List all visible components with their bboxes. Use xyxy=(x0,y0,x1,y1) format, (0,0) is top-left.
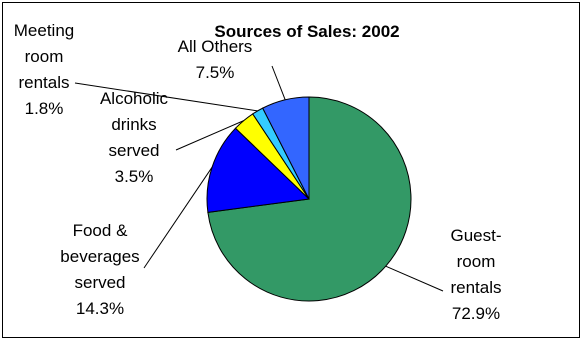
chart-title: Sources of Sales: 2002 xyxy=(214,22,399,41)
slice-labels: Guest-room rentals 72.9% Food & beverages ser… xyxy=(14,21,502,323)
label-all-others: All Others 7.5% xyxy=(178,37,253,82)
label-alcoholic-drinks: Alcoholic drinks served 3.5% xyxy=(100,89,169,186)
slice-food-beverages xyxy=(206,127,311,213)
pie-slices xyxy=(206,96,412,302)
leader-food-beverages xyxy=(143,166,213,269)
label-food-beverages: Food & beverages served 14.3% xyxy=(60,221,139,318)
leader-lines xyxy=(74,65,444,292)
leader-guest-room-rentals xyxy=(385,265,444,292)
leader-alcoholic-drinks xyxy=(175,120,244,151)
label-guest-room-rentals: Guest-room rentals 72.9% xyxy=(450,226,501,323)
leader-meeting-room-rentals xyxy=(74,82,258,112)
label-meeting-room-rentals: Meeting room rentals 1.8% xyxy=(14,21,74,118)
leader-all-others xyxy=(271,65,286,100)
